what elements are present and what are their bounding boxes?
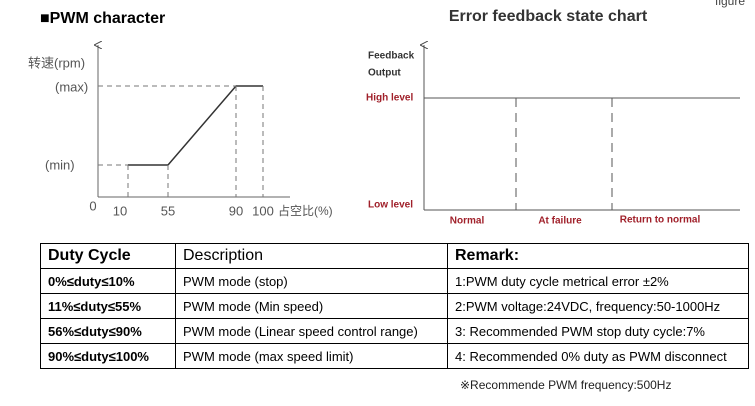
left-title: ■PWM character [40,10,165,27]
y-label: 转速(rpm) [28,55,85,70]
cell: PWM mode (max speed limit) [175,343,448,369]
state: Normal [450,216,485,227]
cell: 3: Recommended PWM stop duty cycle:7% [447,318,749,344]
cell: PWM mode (Linear speed control range) [175,318,448,344]
right-title: Error feedback state chart [449,8,648,25]
header-cell: Remark: [447,243,749,269]
pwm-labels: 转速(rpm) (max) (min) 0 10 55 90 100 占空比(%… [28,55,333,218]
cell: 11%≤duty≤55% [40,293,176,319]
pwm-axes [98,45,290,198]
feedback-labels: Feedback Output High level Low level Nor… [366,51,700,227]
x-tick: 0 [89,198,96,213]
x-tick: 10 [113,203,127,218]
corner-text: figure [715,0,745,8]
cell: PWM mode (Min speed) [175,293,448,319]
x-tick: 55 [161,203,175,218]
header-cell: Duty Cycle [40,243,176,269]
state: Return to normal [620,215,701,226]
x-label: 占空比(%) [278,203,333,218]
x-tick: 100 [252,203,274,218]
x-tick: 90 [229,203,243,218]
y-label: Feedback [368,51,415,62]
header-cell: Description [175,243,448,269]
cell: 2:PWM voltage:24VDC, frequency:50-1000Hz [447,293,749,319]
cell: 0%≤duty≤10% [40,268,176,294]
cell: 4: Recommended 0% duty as PWM disconnect [447,343,749,369]
cell: PWM mode (stop) [175,268,448,294]
cell: 1:PWM duty cycle metrical error ±2% [447,268,749,294]
y-min: (min) [45,157,75,172]
y-label: Output [368,68,401,79]
feedback-axes [424,45,740,211]
state: At failure [538,216,582,227]
cell: 56%≤duty≤90% [40,318,176,344]
y-max: (max) [55,79,88,94]
spec-table: Duty Cycle Description Remark: 0%≤duty≤10%… [40,243,749,369]
note: ※Recommende PWM frequency:500Hz [460,378,672,392]
high-level: High level [366,93,413,104]
cell: 90%≤duty≤100% [40,343,176,369]
low-level: Low level [368,200,413,211]
